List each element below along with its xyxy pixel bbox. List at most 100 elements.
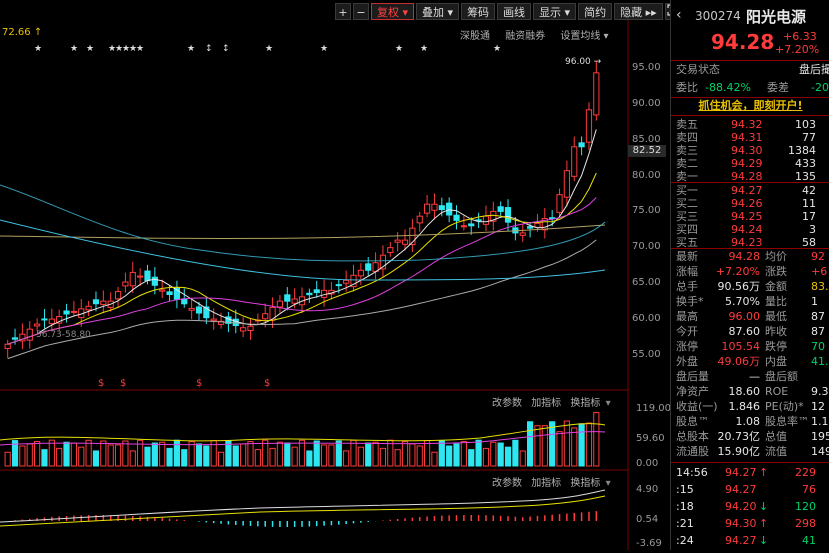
back-chevron-icon[interactable]: ‹: [676, 7, 682, 23]
weibi-value: -88.42%: [705, 81, 751, 94]
volume-bar: [19, 445, 26, 467]
candle-body: [284, 294, 291, 302]
candle-body: [122, 281, 129, 287]
bid-row[interactable]: 买二 94.26 11: [671, 197, 829, 211]
tick-price: 94.27: [725, 534, 757, 547]
ask-row[interactable]: 卖三 94.30 1384: [671, 144, 829, 158]
candle-body: [409, 227, 416, 246]
tick-row: :21 94.30 ↑ 298: [671, 517, 829, 531]
candle-body: [217, 320, 225, 325]
volume-bar: [151, 442, 158, 467]
ask-row[interactable]: 卖一 94.28 135: [671, 170, 829, 184]
event-star-icon: ★: [187, 44, 195, 54]
volume-bar: [357, 446, 364, 467]
volume-bar: [490, 441, 497, 467]
ask-row[interactable]: 卖五 94.32 103: [671, 118, 829, 132]
hide-button[interactable]: 隐藏 ▸▸: [614, 3, 663, 20]
stat-row: 净资产 18.60 ROE 9.3: [671, 385, 829, 399]
ma60-line: [7, 239, 597, 360]
macd-switch-indicator-button[interactable]: 换指标: [570, 478, 601, 489]
bid-volume: 17: [802, 210, 816, 223]
volume-bar: [468, 449, 475, 467]
volume-bar: [438, 440, 445, 467]
volume-add-indicator-button[interactable]: 加指标: [531, 398, 562, 409]
volume-switch-indicator-button[interactable]: 换指标: [570, 398, 601, 409]
candle-body: [556, 194, 563, 213]
volume-bar: [320, 444, 328, 467]
candle-body: [262, 313, 269, 320]
volume-bar: [497, 442, 504, 467]
macd-dropdown-icon[interactable]: ▾: [605, 478, 611, 489]
candle-body: [504, 207, 512, 223]
kline-chart[interactable]: ★ ★ ★ ★★★★★ ★ ★ ★ ★ ★ ★↕ ↕96.00 →56.73-58.80$ $ $ $: [0, 0, 668, 550]
draw-line-button[interactable]: 画线: [497, 3, 532, 20]
weibi-label: 委比: [676, 81, 698, 94]
candle-body: [313, 289, 320, 294]
candle-body: [34, 323, 41, 327]
chips-button[interactable]: 筹码: [461, 3, 496, 20]
bid-row[interactable]: 买五 94.23 58: [671, 236, 829, 250]
tick-row: :18 94.20 ↓ 120: [671, 500, 829, 514]
volume-bar: [100, 440, 107, 467]
volume-bar: [276, 441, 284, 467]
candle-body: [173, 287, 181, 300]
fuquan-dropdown[interactable]: 复权 ▾: [371, 3, 415, 20]
ask-volume: 103: [795, 118, 816, 131]
ask-row[interactable]: 卖二 94.29 433: [671, 157, 829, 171]
volume-bar: [423, 440, 431, 467]
event-star-icon: ★: [115, 44, 123, 54]
candle-body: [181, 298, 188, 305]
stat-label: PE(动)*: [765, 400, 804, 413]
chart-area[interactable]: ★ ★ ★ ★ ★ ★ ★ ★ ★ ★ ★ ★ ★ ★ ↕ ↕ 96.00 → 56.73-58.80 $ $ $ $ +…: [0, 0, 681, 550]
candle-body: [129, 271, 136, 287]
candle-body: [490, 210, 497, 222]
zoom-out-button[interactable]: −: [353, 3, 369, 20]
volume-dropdown-icon[interactable]: ▾: [605, 398, 611, 409]
price-tick-label: 80.00: [632, 169, 661, 181]
tick-volume: 229: [795, 466, 816, 479]
hk-connect-link[interactable]: 深股通: [460, 31, 490, 42]
zoom-in-button[interactable]: +: [335, 3, 351, 20]
volume-bar: [232, 445, 239, 467]
stat-value: 1.1: [811, 415, 829, 428]
ma-settings-dropdown[interactable]: 设置均线 ▾: [560, 31, 609, 42]
candle-body: [335, 284, 342, 287]
open-account-link[interactable]: 抓住机会，即刻开户!: [698, 99, 803, 112]
stat-value: 1955: [811, 430, 829, 443]
event-star-icon: ★: [320, 44, 328, 54]
event-star-icon: ★: [136, 44, 144, 54]
volume-bar: [129, 450, 136, 467]
margin-trading-link[interactable]: 融资融券: [505, 31, 546, 42]
volume-change-params-button[interactable]: 改参数: [492, 398, 522, 409]
candle-body: [85, 305, 92, 311]
bid-row[interactable]: 买三 94.25 17: [671, 210, 829, 224]
volume-bar: [365, 442, 372, 467]
bid-row[interactable]: 买一 94.27 42: [671, 184, 829, 198]
event-star-icon: ★: [420, 44, 428, 54]
candle-body: [63, 310, 70, 315]
volume-tick-label: 0.00: [636, 458, 659, 469]
volume-bar: [313, 440, 320, 467]
stat-value: 105.54: [721, 340, 761, 353]
macd-change-params-button[interactable]: 改参数: [492, 478, 522, 489]
price-tick-label: 75.00: [632, 205, 661, 217]
ask-row[interactable]: 卖四 94.31 77: [671, 131, 829, 145]
macd-add-indicator-button[interactable]: 加指标: [531, 478, 562, 489]
ma90-line: [0, 184, 606, 262]
ma10-line: [7, 172, 597, 345]
event-star-icon: ★: [86, 44, 94, 54]
candle-body: [468, 223, 475, 227]
volume-bar: [431, 451, 438, 467]
chart-links: 深股通 融资融券 设置均线 ▾: [460, 27, 609, 42]
stat-label: 盘后量: [676, 370, 709, 383]
bid-row[interactable]: 买四 94.24 3: [671, 223, 829, 237]
ask-level-label: 卖五: [676, 118, 698, 131]
peak-price-label: 96.00 →: [565, 57, 602, 67]
simple-button[interactable]: 简约: [578, 3, 613, 20]
overlay-dropdown[interactable]: 叠加 ▾: [416, 3, 460, 20]
volume-bar: [262, 439, 269, 467]
display-dropdown[interactable]: 显示 ▾: [533, 3, 577, 20]
ma120-line: [0, 219, 606, 281]
stat-label: 量比: [765, 295, 787, 308]
